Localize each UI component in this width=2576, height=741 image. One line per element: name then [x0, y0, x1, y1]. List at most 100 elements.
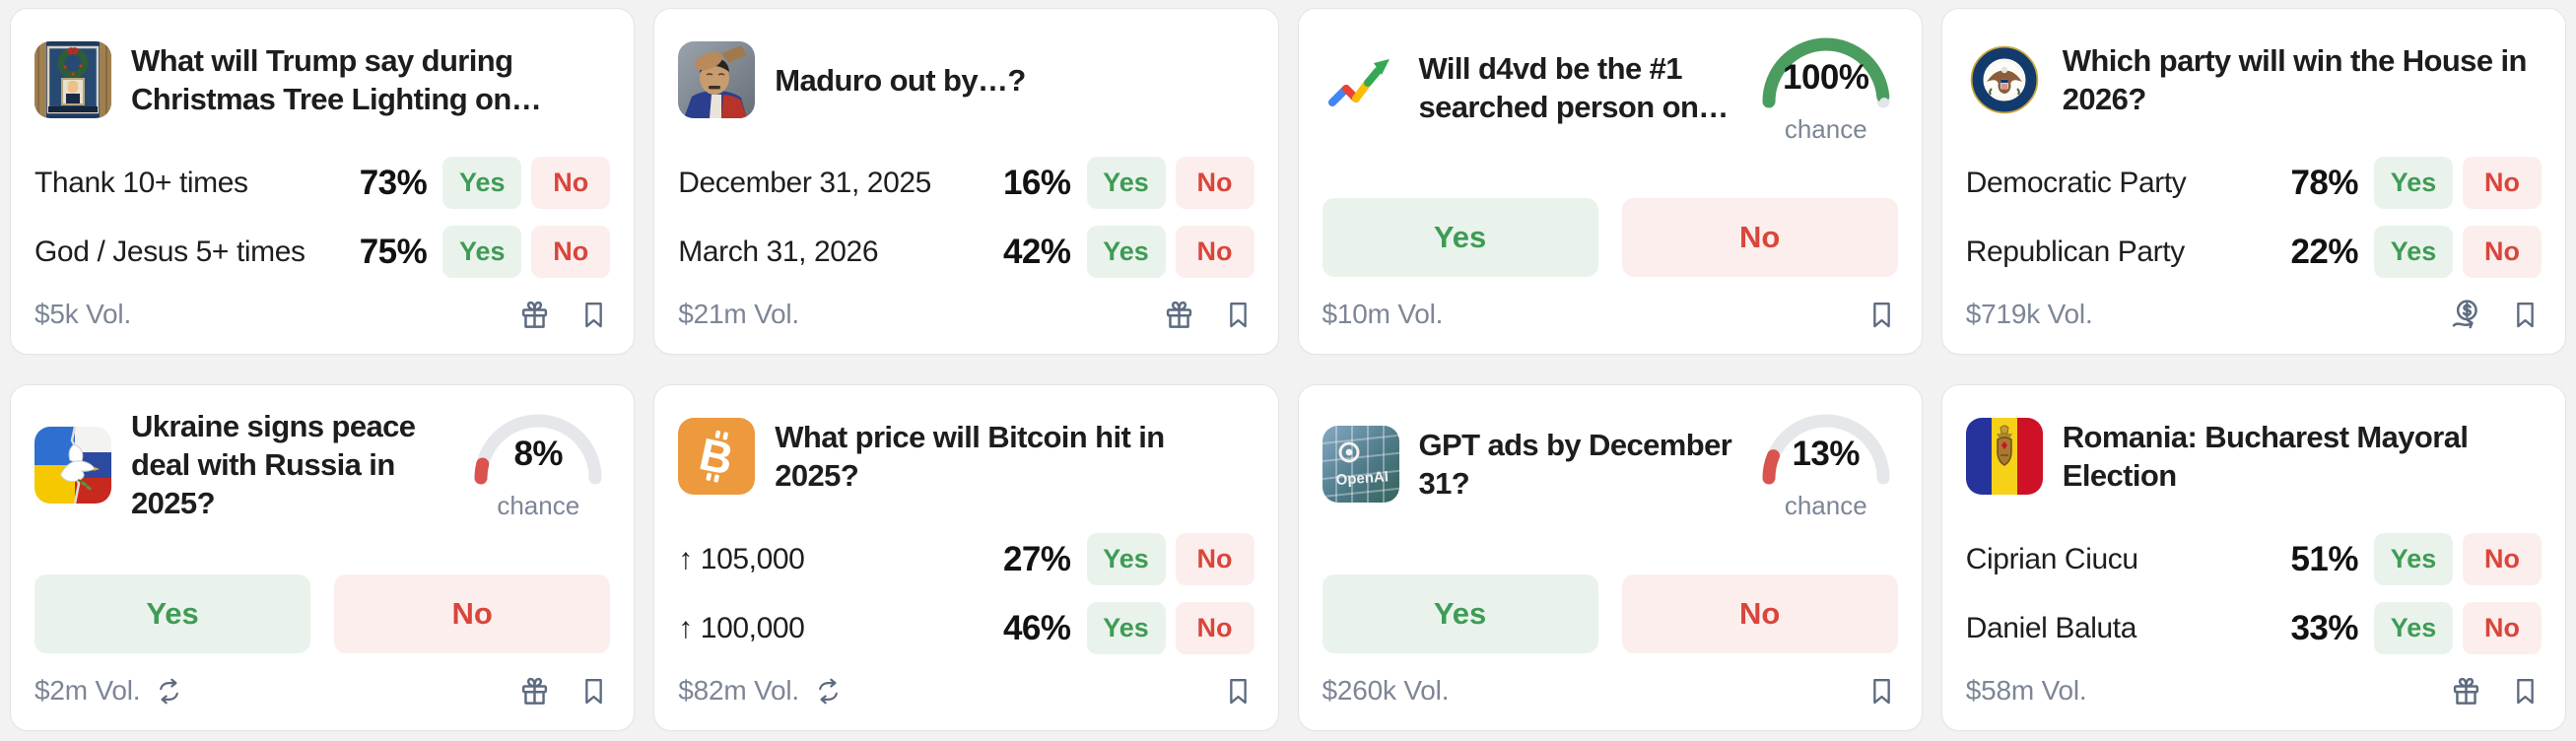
- chance-gauge: 8% chance: [466, 403, 610, 521]
- gift-icon[interactable]: [517, 674, 552, 708]
- buy-no-button[interactable]: No: [2463, 533, 2542, 585]
- outcome-row: March 31, 2026 42% Yes No: [678, 226, 1254, 278]
- bookmark-icon[interactable]: [577, 675, 610, 707]
- buy-no-button[interactable]: No: [334, 574, 611, 653]
- outcome-row: December 31, 2025 16% Yes No: [678, 157, 1254, 209]
- buy-no-button[interactable]: No: [1175, 602, 1254, 654]
- buy-yes-button[interactable]: Yes: [1086, 226, 1166, 278]
- outcome-chance: 75%: [359, 232, 428, 271]
- rewards-icon[interactable]: [2449, 298, 2483, 332]
- ukraine-russia-dove: [34, 426, 111, 504]
- volume-label: $719k Vol.: [1965, 299, 2093, 329]
- outcome-row: Democratic Party 78% Yes No: [1966, 157, 2542, 209]
- buy-yes-button[interactable]: Yes: [1086, 533, 1166, 585]
- outcome-chance: 33%: [2290, 608, 2358, 647]
- buy-yes-button[interactable]: Yes: [442, 226, 522, 278]
- outcome-label: ↑ 105,000: [678, 542, 805, 575]
- card-footer: $719k Vol.: [1966, 295, 2542, 334]
- buy-no-button[interactable]: No: [2463, 157, 2542, 209]
- card-footer: $82m Vol.: [678, 671, 1254, 710]
- buy-yes-button[interactable]: Yes: [34, 574, 311, 653]
- card-footer: $10m Vol.: [1322, 295, 1898, 334]
- market-title[interactable]: Which party will win the House in 2026?: [2062, 43, 2528, 116]
- market-card[interactable]: Will d4vd be the #1 searched person on… …: [1297, 8, 1923, 355]
- card-footer: $21m Vol.: [678, 295, 1254, 334]
- gift-icon[interactable]: [517, 298, 552, 332]
- recurring-icon: [813, 676, 844, 707]
- recurring-icon: [154, 676, 184, 707]
- outcome-chance: 16%: [1002, 163, 1071, 202]
- chance-label: chance: [1784, 114, 1867, 144]
- buy-yes-button[interactable]: Yes: [1322, 574, 1598, 653]
- buy-no-button[interactable]: No: [1175, 226, 1254, 278]
- market-header: B What price will Bitcoin hit in 2025?: [678, 407, 1254, 505]
- volume-label: $260k Vol.: [1322, 675, 1450, 706]
- outcome-label: Thank 10+ times: [34, 166, 248, 199]
- buy-yes-button[interactable]: Yes: [2374, 226, 2453, 278]
- outcome-row: Republican Party 22% Yes No: [1966, 226, 2542, 278]
- trump-christmas-photo: [34, 41, 111, 118]
- buy-yes-button[interactable]: Yes: [2374, 157, 2453, 209]
- buy-no-button[interactable]: No: [531, 157, 611, 209]
- outcome-label: March 31, 2026: [678, 235, 879, 268]
- outcome-list: Ciprian Ciucu 51% Yes No Daniel Baluta 3…: [1966, 533, 2542, 671]
- outcome-chance: 42%: [1002, 232, 1071, 271]
- bookmark-icon[interactable]: [2509, 299, 2542, 331]
- bookmark-icon[interactable]: [1222, 675, 1254, 707]
- market-title[interactable]: GPT ads by December 31?: [1418, 428, 1732, 501]
- market-card[interactable]: Which party will win the House in 2026? …: [1940, 8, 2566, 355]
- market-header: Which party will win the House in 2026?: [1965, 31, 2542, 129]
- market-card[interactable]: Maduro out by…? December 31, 2025 16% Ye…: [653, 8, 1279, 355]
- outcome-row: ↑ 105,000 27% Yes No: [678, 533, 1254, 585]
- market-card[interactable]: Ukraine signs peace deal with Russia in …: [10, 384, 636, 731]
- market-header: Maduro out by…?: [678, 31, 1254, 129]
- outcome-label: December 31, 2025: [678, 166, 931, 199]
- buy-yes-button[interactable]: Yes: [1086, 157, 1166, 209]
- buy-yes-button[interactable]: Yes: [2374, 533, 2453, 585]
- bookmark-icon[interactable]: [1865, 675, 1898, 707]
- market-title[interactable]: What will Trump say during Christmas Tre…: [131, 43, 542, 116]
- buy-yes-button[interactable]: Yes: [1322, 198, 1598, 277]
- buy-no-button[interactable]: No: [1621, 574, 1898, 653]
- buy-no-button[interactable]: No: [1621, 198, 1898, 277]
- buy-yes-button[interactable]: Yes: [2374, 602, 2453, 654]
- market-header: Will d4vd be the #1 searched person on… …: [1322, 31, 1898, 145]
- buy-no-button[interactable]: No: [1175, 533, 1254, 585]
- market-header: Ukraine signs peace deal with Russia in …: [34, 407, 610, 522]
- gift-icon[interactable]: [1162, 298, 1196, 332]
- market-card[interactable]: B What price will Bitcoin hit in 2025? ↑…: [653, 384, 1279, 731]
- buy-no-button[interactable]: No: [2463, 226, 2542, 278]
- market-title[interactable]: Romania: Bucharest Mayoral Election: [2062, 420, 2469, 493]
- buy-no-button[interactable]: No: [1175, 157, 1254, 209]
- market-card[interactable]: Romania: Bucharest Mayoral Election Cipr…: [1940, 384, 2566, 731]
- card-footer: $260k Vol.: [1322, 671, 1898, 710]
- market-header: What will Trump say during Christmas Tre…: [34, 31, 610, 129]
- market-title[interactable]: Will d4vd be the #1 searched person on…: [1418, 51, 1729, 124]
- gift-icon[interactable]: [2449, 674, 2483, 708]
- market-header: OpenAI GPT ads by December 31? 13% chanc…: [1322, 407, 1898, 521]
- bookmark-icon[interactable]: [577, 299, 610, 331]
- buy-yes-button[interactable]: Yes: [442, 157, 522, 209]
- bookmark-icon[interactable]: [1222, 299, 1254, 331]
- buy-no-button[interactable]: No: [2463, 602, 2542, 654]
- market-card[interactable]: OpenAI GPT ads by December 31? 13% chanc…: [1297, 384, 1923, 731]
- market-header: Romania: Bucharest Mayoral Election: [1965, 407, 2542, 505]
- outcome-row: Daniel Baluta 33% Yes No: [1966, 602, 2542, 654]
- market-card[interactable]: What will Trump say during Christmas Tre…: [10, 8, 636, 355]
- chance-value: 8%: [513, 435, 564, 473]
- market-title[interactable]: What price will Bitcoin hit in 2025?: [775, 420, 1165, 493]
- outcome-chance: 78%: [2290, 163, 2358, 202]
- buy-no-button[interactable]: No: [531, 226, 611, 278]
- openai-photo: OpenAI: [1322, 426, 1399, 503]
- market-title[interactable]: Maduro out by…?: [775, 62, 1026, 98]
- bookmark-icon[interactable]: [1865, 299, 1898, 331]
- outcome-list: December 31, 2025 16% Yes No March 31, 2…: [678, 157, 1254, 295]
- card-footer: $2m Vol.: [34, 671, 610, 710]
- outcome-chance: 51%: [2290, 539, 2358, 578]
- market-title[interactable]: Ukraine signs peace deal with Russia in …: [131, 409, 416, 520]
- bookmark-icon[interactable]: [2509, 675, 2542, 707]
- outcome-label: Democratic Party: [1965, 166, 2187, 199]
- buy-yes-button[interactable]: Yes: [1086, 602, 1166, 654]
- google-trends-logo: [1322, 49, 1399, 126]
